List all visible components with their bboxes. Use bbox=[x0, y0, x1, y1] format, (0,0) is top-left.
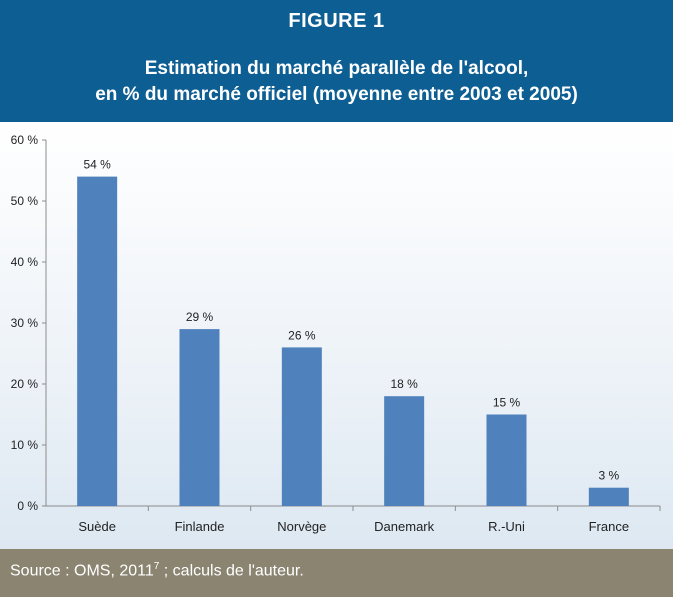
bar-2 bbox=[179, 329, 220, 506]
plot-area: 0 % 10 % 20 % 30 % 40 % 50 % 60 % 54 % Suède 29 %… bbox=[0, 122, 673, 549]
figure-header: FIGURE 1 Estimation du marché parallèle … bbox=[0, 0, 673, 122]
y-tick-label: 60 % bbox=[11, 133, 39, 147]
bar-4 bbox=[384, 396, 425, 506]
source-note: Source : OMS, 20117 ; calculs de l'auteu… bbox=[10, 561, 304, 580]
source-text-suffix: ; calculs de l'auteur. bbox=[159, 562, 304, 580]
data-label: 54 % bbox=[83, 158, 111, 172]
x-category-label: Norvège bbox=[277, 519, 326, 534]
x-category-label: Finlande bbox=[175, 519, 225, 534]
chart-title: Estimation du marché parallèle de l'alco… bbox=[0, 56, 673, 108]
chart-title-line-1: Estimation du marché parallèle de l'alco… bbox=[144, 58, 529, 79]
y-tick-label: 10 % bbox=[11, 438, 39, 452]
y-tick-label: 50 % bbox=[11, 194, 39, 208]
chart-title-line-2: en % du marché officiel (moyenne entre 2… bbox=[95, 84, 578, 105]
data-label: 29 % bbox=[186, 310, 214, 324]
data-label: 26 % bbox=[288, 328, 316, 342]
x-category-label: R.-Uni bbox=[488, 519, 525, 534]
y-tick-label: 0 % bbox=[17, 499, 38, 513]
y-tick-label: 30 % bbox=[11, 316, 39, 330]
data-label: 3 % bbox=[598, 469, 619, 483]
y-tick-label: 40 % bbox=[11, 255, 39, 269]
y-tick-label: 20 % bbox=[11, 377, 39, 391]
figure-label: FIGURE 1 bbox=[288, 10, 385, 32]
x-category-label: Danemark bbox=[374, 519, 434, 534]
bar-6 bbox=[588, 487, 629, 506]
source-footer: Source : OMS, 20117 ; calculs de l'auteu… bbox=[0, 549, 673, 597]
x-category-label: France bbox=[589, 519, 629, 534]
bar-3 bbox=[281, 347, 322, 506]
source-footnote-ref: 7 bbox=[153, 561, 160, 572]
bar-chart: 0 % 10 % 20 % 30 % 40 % 50 % 60 % 54 % Suède 29 %… bbox=[11, 133, 661, 534]
bar-5 bbox=[486, 414, 527, 506]
data-label: 18 % bbox=[390, 377, 418, 391]
source-text: Source : OMS, 2011 bbox=[10, 562, 154, 580]
data-label: 15 % bbox=[493, 396, 521, 410]
x-category-label: Suède bbox=[78, 519, 116, 534]
bar-1 bbox=[77, 176, 118, 506]
